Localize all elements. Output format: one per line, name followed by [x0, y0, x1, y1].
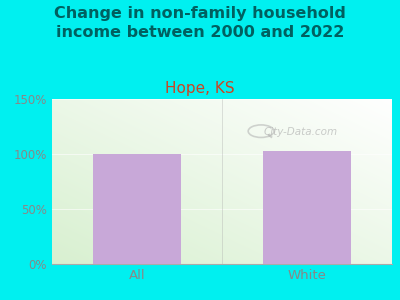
Text: Hope, KS: Hope, KS — [165, 81, 235, 96]
Text: Change in non-family household
income between 2000 and 2022: Change in non-family household income be… — [54, 6, 346, 40]
Text: City-Data.com: City-Data.com — [263, 127, 337, 137]
Bar — [93, 154, 181, 264]
Bar — [263, 151, 351, 264]
